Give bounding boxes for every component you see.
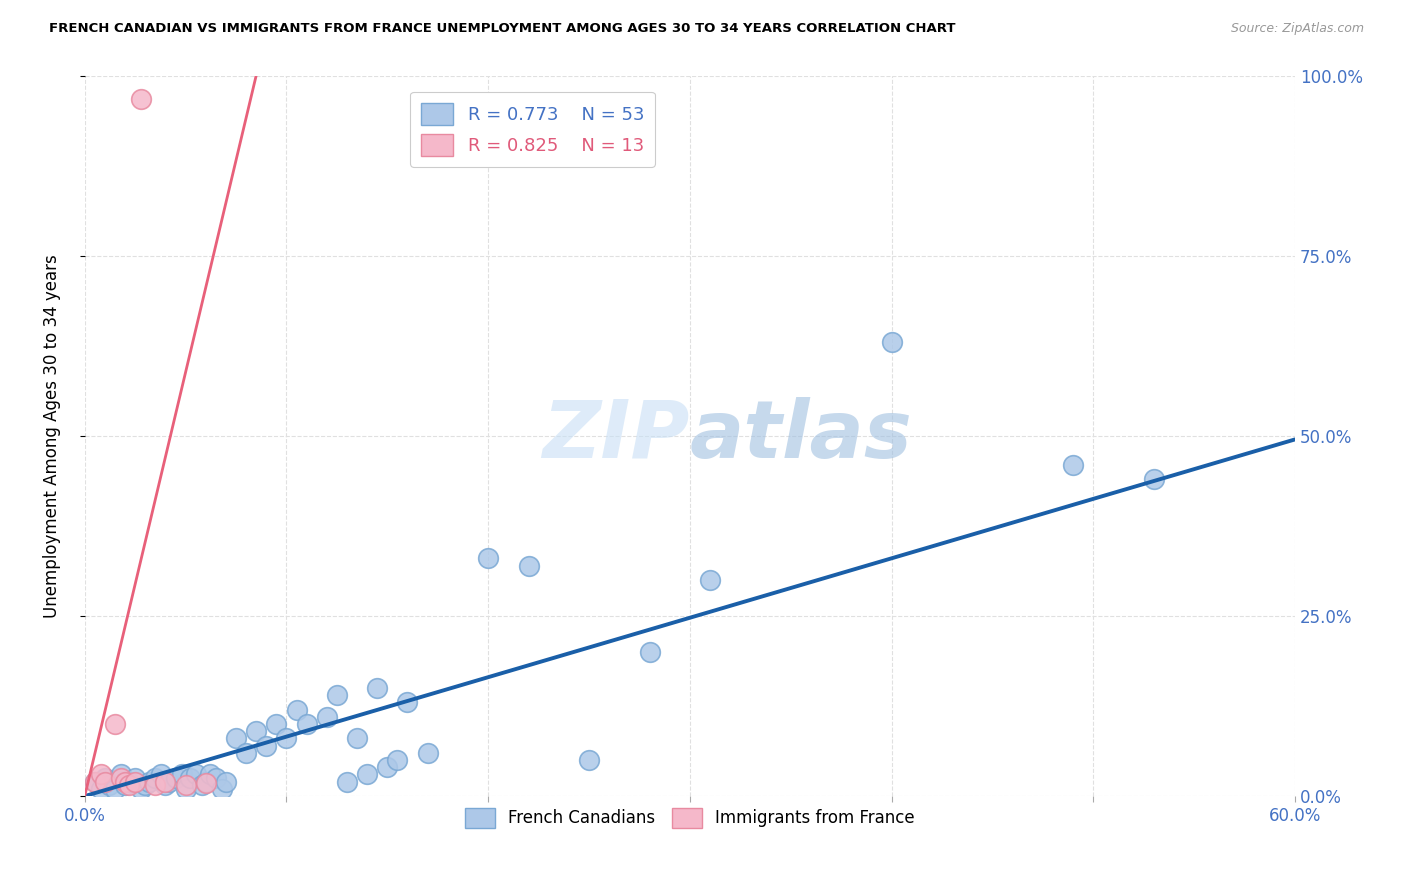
Point: [129, 781, 152, 796]
Point: [118, 774, 141, 789]
Point: [143, 778, 166, 792]
Point: [110, 767, 132, 781]
Point: [170, 767, 193, 781]
Point: [416, 746, 439, 760]
Point: [134, 778, 156, 792]
Point: [179, 771, 201, 785]
Point: [638, 645, 661, 659]
Point: [326, 688, 349, 702]
Point: [159, 774, 181, 789]
Point: [396, 695, 419, 709]
Point: [699, 573, 721, 587]
Point: [266, 717, 288, 731]
Point: [165, 771, 187, 785]
Point: [235, 746, 257, 760]
Point: [83, 774, 105, 789]
Point: [138, 774, 160, 789]
Point: [174, 781, 197, 796]
Point: [295, 717, 318, 731]
Point: [387, 753, 409, 767]
Point: [245, 724, 267, 739]
Point: [194, 776, 217, 790]
Point: [254, 739, 277, 753]
Point: [198, 767, 221, 781]
Point: [94, 771, 117, 785]
Text: atlas: atlas: [690, 397, 912, 475]
Point: [83, 774, 105, 789]
Point: [150, 767, 173, 781]
Point: [356, 767, 378, 781]
Point: [155, 774, 177, 789]
Point: [124, 774, 146, 789]
Point: [366, 681, 388, 695]
Point: [1143, 472, 1166, 486]
Point: [143, 771, 166, 785]
Point: [104, 781, 127, 796]
Point: [276, 731, 298, 746]
Point: [174, 778, 197, 792]
Point: [215, 774, 238, 789]
Point: [94, 774, 117, 789]
Point: [285, 703, 308, 717]
Point: [90, 767, 112, 781]
Text: ZIP: ZIP: [543, 397, 690, 475]
Point: [124, 771, 146, 785]
Y-axis label: Unemployment Among Ages 30 to 34 years: Unemployment Among Ages 30 to 34 years: [44, 254, 60, 617]
Point: [90, 781, 112, 796]
Point: [477, 551, 499, 566]
Point: [114, 778, 136, 792]
Text: Source: ZipAtlas.com: Source: ZipAtlas.com: [1230, 22, 1364, 36]
Point: [346, 731, 368, 746]
Point: [315, 710, 337, 724]
Point: [517, 558, 540, 573]
Point: [114, 774, 136, 789]
Point: [225, 731, 247, 746]
Point: [880, 335, 903, 350]
Point: [1062, 458, 1084, 472]
Point: [129, 92, 152, 106]
Point: [190, 778, 212, 792]
Point: [375, 760, 398, 774]
Point: [97, 778, 120, 792]
Point: [104, 717, 127, 731]
Point: [578, 753, 600, 767]
Point: [110, 771, 132, 785]
Point: [205, 771, 228, 785]
Point: [155, 778, 177, 792]
Point: [184, 767, 207, 781]
Point: [118, 778, 141, 792]
Point: [336, 774, 359, 789]
Text: FRENCH CANADIAN VS IMMIGRANTS FROM FRANCE UNEMPLOYMENT AMONG AGES 30 TO 34 YEARS: FRENCH CANADIAN VS IMMIGRANTS FROM FRANC…: [49, 22, 956, 36]
Legend: French Canadians, Immigrants from France: French Canadians, Immigrants from France: [458, 801, 921, 835]
Point: [211, 781, 233, 796]
Point: [194, 774, 217, 789]
